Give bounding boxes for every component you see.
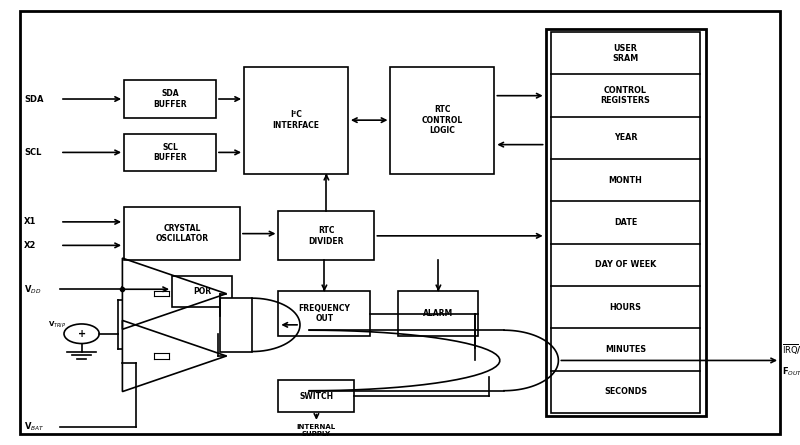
Bar — [244, 67, 348, 174]
Text: INTERNAL
SUPPLY: INTERNAL SUPPLY — [297, 424, 336, 437]
Text: SDA
BUFFER: SDA BUFFER — [153, 89, 187, 109]
Text: I²C
INTERFACE: I²C INTERFACE — [273, 110, 319, 130]
Text: SCL: SCL — [24, 148, 42, 157]
Text: $\overline{\rm IRQ}$/: $\overline{\rm IRQ}$/ — [782, 342, 800, 357]
Text: SCL
BUFFER: SCL BUFFER — [153, 143, 187, 162]
Text: RTC
CONTROL
LOGIC: RTC CONTROL LOGIC — [422, 105, 463, 135]
Text: CONTROL
REGISTERS: CONTROL REGISTERS — [601, 86, 650, 105]
Text: X1: X1 — [24, 217, 36, 227]
Text: V$_{BAT}$: V$_{BAT}$ — [24, 421, 45, 433]
Bar — [546, 29, 706, 416]
Bar — [398, 291, 478, 336]
Bar — [278, 211, 374, 260]
Text: FREQUENCY
OUT: FREQUENCY OUT — [298, 304, 350, 324]
Text: RTC
DIVIDER: RTC DIVIDER — [309, 226, 344, 246]
Bar — [278, 291, 370, 336]
Text: USER
SRAM: USER SRAM — [613, 44, 638, 63]
Text: MINUTES: MINUTES — [605, 345, 646, 354]
Text: SDA: SDA — [24, 94, 43, 104]
Text: X2: X2 — [24, 241, 36, 250]
Text: SECONDS: SECONDS — [604, 387, 647, 396]
Text: DAY OF WEEK: DAY OF WEEK — [595, 260, 656, 269]
Text: F$_{{OUT}}$: F$_{{OUT}}$ — [782, 365, 800, 378]
Text: MONTH: MONTH — [609, 176, 642, 185]
Bar — [124, 80, 216, 118]
Text: +: + — [78, 329, 86, 339]
Bar — [172, 276, 232, 307]
Bar — [551, 32, 700, 413]
Text: SWITCH: SWITCH — [299, 392, 334, 401]
Text: ALARM: ALARM — [423, 309, 454, 318]
Bar — [278, 380, 354, 412]
Bar — [220, 298, 252, 352]
Bar — [124, 207, 240, 260]
Text: YEAR: YEAR — [614, 134, 638, 142]
Text: CRYSTAL
OSCILLATOR: CRYSTAL OSCILLATOR — [155, 224, 209, 243]
Text: V$_{TRIP}$: V$_{TRIP}$ — [48, 320, 66, 330]
Text: DATE: DATE — [614, 218, 638, 227]
Bar — [390, 67, 494, 174]
Text: POR: POR — [193, 287, 211, 296]
Text: HOURS: HOURS — [610, 303, 642, 312]
Bar — [124, 134, 216, 171]
Text: V$_{DD}$: V$_{DD}$ — [24, 283, 42, 295]
